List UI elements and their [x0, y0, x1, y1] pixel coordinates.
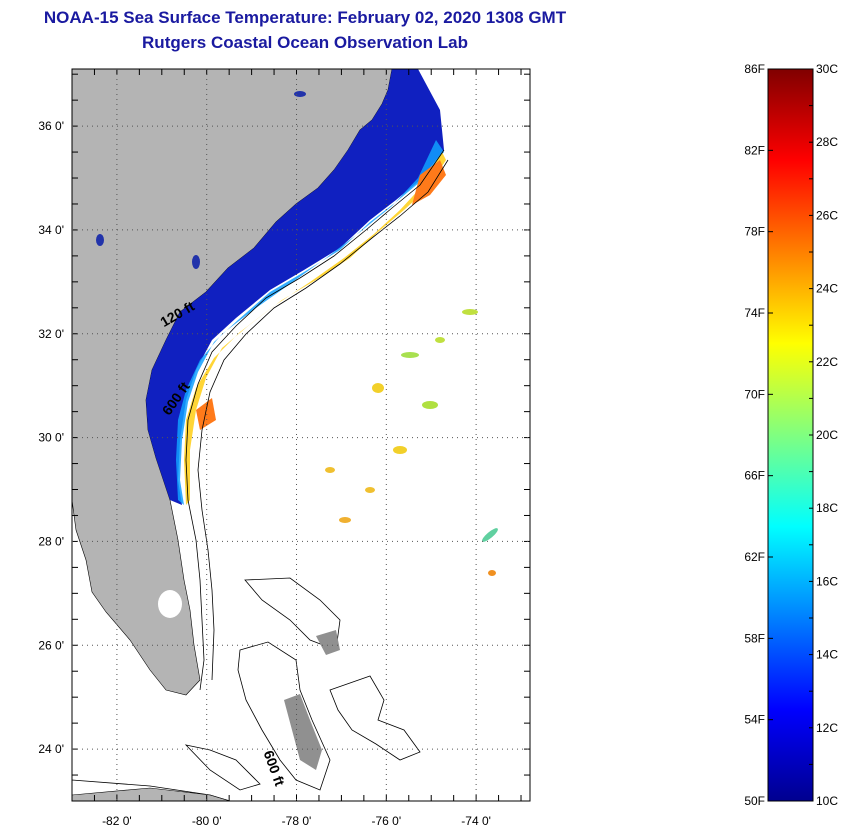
lat-tick-label: 24 0': [38, 742, 64, 756]
colorbar-f-label: 54F: [744, 713, 765, 727]
sst-hot-patch: [412, 160, 446, 205]
lon-tick-label: -76 0': [371, 814, 401, 828]
bahamas-island: [284, 694, 322, 770]
colorbar-c-label: 10C: [816, 794, 838, 808]
colorbar-c-label: 18C: [816, 501, 838, 515]
colorbar-c-label: 30C: [816, 62, 838, 76]
colorbar-f-label: 78F: [744, 225, 765, 239]
contour-120ft: [185, 149, 445, 691]
colorbar-c-label: 22C: [816, 355, 838, 369]
lake: [294, 91, 306, 97]
colorbar-c-label: 16C: [816, 574, 838, 588]
map-frame: [71, 68, 531, 802]
cuba: [72, 787, 231, 801]
lat-tick-label: 26 0': [38, 638, 64, 652]
colorbar-c-label: 14C: [816, 648, 838, 662]
offshore-sst-patches: [325, 309, 498, 576]
colorbar-c-label: 26C: [816, 208, 838, 222]
lat-tick-label: 28 0': [38, 534, 64, 548]
colorbar-f-label: 50F: [744, 794, 765, 808]
sst-hot-patch: [196, 398, 216, 430]
map-title: NOAA-15 Sea Surface Temperature: Februar…: [43, 8, 567, 27]
sst-cold-band: [146, 69, 444, 505]
colorbar-f-label: 66F: [744, 469, 765, 483]
lon-tick-label: -80 0': [192, 814, 222, 828]
bahamas-island: [316, 630, 340, 655]
colorbar-f-label: 58F: [744, 631, 765, 645]
lon-tick-label: -78 0': [282, 814, 312, 828]
lake: [192, 255, 200, 269]
colorbar-c-label: 28C: [816, 135, 838, 149]
colorbar-f-label: 82F: [744, 143, 765, 157]
lat-tick-label: 32 0': [38, 327, 64, 341]
colorbar-c-label: 20C: [816, 428, 838, 442]
colorbar-f-label: 74F: [744, 306, 765, 320]
map-subtitle: Rutgers Coastal Ocean Observation Lab: [142, 33, 468, 52]
lon-tick-label: -74 0': [461, 814, 491, 828]
lake-okeechobee: [158, 590, 182, 618]
contour-600ft: [197, 159, 449, 681]
colorbar-c-label: 12C: [816, 721, 838, 735]
colorbar-f-label: 86F: [744, 62, 765, 76]
colorbar-c-label: 24C: [816, 282, 838, 296]
lake: [96, 234, 104, 246]
colorbar-f-label: 62F: [744, 550, 765, 564]
lat-tick-label: 36 0': [38, 119, 64, 133]
colorbar-scale: [767, 68, 814, 802]
lon-tick-label: -82 0': [102, 814, 132, 828]
lat-tick-label: 30 0': [38, 431, 64, 445]
colorbar-f-label: 70F: [744, 387, 765, 401]
lat-tick-label: 34 0': [38, 223, 64, 237]
